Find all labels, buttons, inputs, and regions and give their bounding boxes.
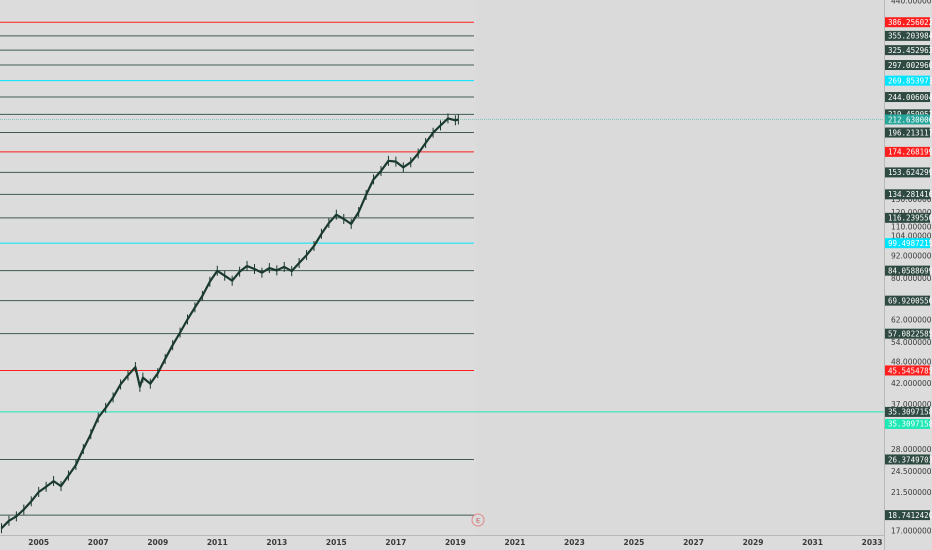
price-tick-label: 440.0000000 (891, 0, 932, 6)
level-label-bg (885, 92, 930, 103)
price-tick-label: 24.50000000 (891, 467, 932, 476)
level-label: 153.62429951 (888, 168, 932, 177)
price-tick-label: 62.00000000 (891, 316, 932, 325)
level-label: 386.25602291 (888, 18, 932, 27)
level-label: 18.74124208 (888, 511, 932, 520)
time-tick-label: 2033 (862, 538, 883, 547)
scroll-marker-glyph[interactable]: E (476, 517, 480, 525)
level-label-bg (885, 30, 930, 41)
level-label-bg (885, 238, 930, 249)
time-tick-label: 2007 (88, 538, 109, 547)
time-tick-label: 2023 (564, 538, 585, 547)
scroll-marker-circle[interactable] (471, 513, 485, 527)
level-label-bg (885, 75, 930, 86)
level-label: 244.00600444 (888, 93, 932, 102)
time-tick-label: 2019 (445, 538, 466, 547)
level-label: 99.49872154 (888, 239, 932, 248)
time-tick-label: 2021 (504, 538, 525, 547)
current-price-label-bg (885, 114, 930, 125)
scroll-to-realtime-button[interactable]: E (471, 513, 485, 527)
level-label-bg (885, 167, 930, 178)
level-label-bg (885, 510, 930, 521)
price-tick-label: 37.00000000 (891, 400, 932, 409)
level-label: 355.20398479 (888, 32, 932, 41)
level-label: 116.23955032 (888, 214, 932, 223)
price-tick-label: 104.0000000 (891, 231, 932, 240)
horizontal-levels (0, 21, 884, 516)
level-label: 26.37497036 (888, 455, 932, 464)
extra-level-label-bg (885, 418, 930, 429)
price-tick-label: 28.00000000 (891, 445, 932, 454)
price-series (0, 113, 459, 534)
time-tick-label: 2013 (266, 538, 287, 547)
level-label-bg (885, 265, 930, 276)
level-label: 69.92005563 (888, 296, 932, 305)
extra-level-label: 35.30971586 (888, 420, 932, 429)
level-label-bg (885, 365, 930, 376)
level-label-bg (885, 454, 930, 465)
price-tick-label: 48.00000000 (891, 357, 932, 366)
level-label: 134.28141631 (888, 190, 932, 199)
price-tick-label: 92.00000000 (891, 251, 932, 260)
level-label: 196.21311755 (888, 128, 932, 137)
level-label: 45.54547857 (888, 366, 932, 375)
level-label: 297.00296019 (888, 61, 932, 70)
level-label: 174.26819992 (888, 148, 932, 157)
future-area (476, 0, 884, 535)
level-label: 35.30971586 (888, 408, 932, 417)
time-axis-ticks: 2005 2007 2009 2011 2013 2015 2017 2019 2021 2023… (28, 538, 882, 547)
level-label-bg (885, 189, 930, 200)
level-label-bg (885, 127, 930, 138)
current-price-label: 212.63000000 (888, 115, 932, 124)
level-label-bg (885, 146, 930, 157)
price-line (0, 117, 459, 529)
level-label-bg (885, 109, 930, 120)
price-axis-level-labels: 386.25602291 355.20398479 325.45296388 297.… (885, 17, 932, 521)
level-label-bg (885, 406, 930, 417)
price-tick-label: 120.0000000 (891, 208, 932, 217)
level-label: 325.45296388 (888, 46, 932, 55)
time-tick-label: 2025 (624, 538, 645, 547)
price-tick-label: 21.50000000 (891, 488, 932, 497)
level-label-bg (885, 328, 930, 339)
price-tick-label: 130.0000000 (891, 195, 932, 204)
time-tick-label: 2029 (743, 538, 764, 547)
price-tick-label: 110.0000000 (891, 222, 932, 231)
time-tick-label: 2017 (385, 538, 406, 547)
time-tick-label: 2027 (683, 538, 704, 547)
level-label-bg (885, 17, 930, 28)
price-tick-label: 17.00000000 (891, 527, 932, 536)
time-tick-label: 2005 (28, 538, 49, 547)
time-tick-label: 2011 (207, 538, 228, 547)
level-label: 57.08225850 (888, 329, 932, 338)
time-tick-label: 2009 (147, 538, 168, 547)
price-axis-ticks: 440.0000000 130.0000000 120.0000000 110.000… (891, 0, 932, 536)
time-tick-label: 2031 (802, 538, 823, 547)
level-label: 269.85397371 (888, 76, 932, 85)
level-label-bg (885, 212, 930, 223)
time-tick-label: 2015 (326, 538, 347, 547)
level-label-bg (885, 60, 930, 71)
price-tick-label: 54.00000000 (891, 338, 932, 347)
level-label-bg (885, 295, 930, 306)
price-tick-label: 80.00000000 (891, 274, 932, 283)
price-tick-label: 42.00000000 (891, 379, 932, 388)
level-label: 84.05886998 (888, 266, 932, 275)
level-label-bg (885, 45, 930, 56)
